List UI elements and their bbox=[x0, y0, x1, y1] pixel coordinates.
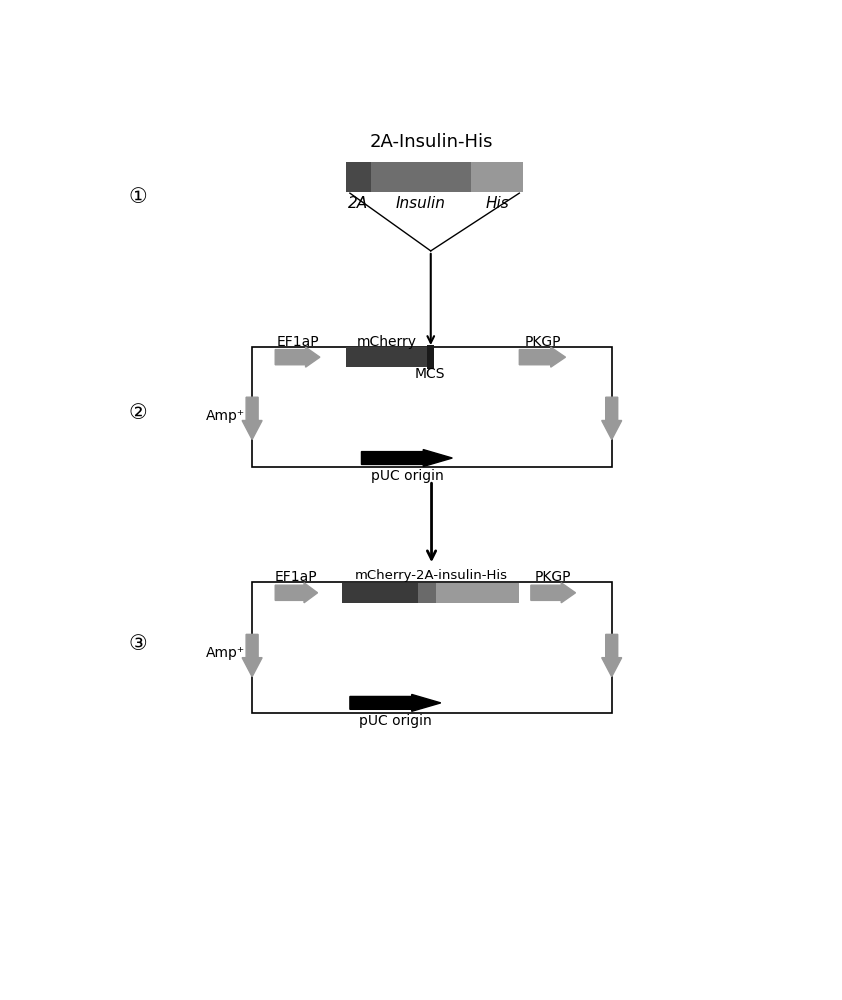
Text: PKGP: PKGP bbox=[525, 335, 561, 349]
Polygon shape bbox=[350, 694, 440, 711]
Text: mCherry: mCherry bbox=[356, 335, 417, 349]
Text: pUC origin: pUC origin bbox=[359, 714, 432, 728]
Bar bbox=[418, 583, 436, 603]
Bar bbox=[436, 583, 520, 603]
Polygon shape bbox=[361, 450, 452, 466]
Polygon shape bbox=[520, 347, 566, 367]
Bar bbox=[346, 347, 427, 367]
Bar bbox=[370, 162, 471, 192]
Text: ③: ③ bbox=[129, 634, 147, 654]
Polygon shape bbox=[275, 347, 320, 367]
Polygon shape bbox=[242, 634, 262, 677]
Bar bbox=[342, 583, 418, 603]
Polygon shape bbox=[602, 397, 621, 440]
Text: PKGP: PKGP bbox=[535, 570, 572, 584]
Text: pUC origin: pUC origin bbox=[370, 469, 443, 483]
Text: EF1aP: EF1aP bbox=[275, 570, 317, 584]
Text: 2A-Insulin-His: 2A-Insulin-His bbox=[370, 133, 493, 151]
Text: Insulin: Insulin bbox=[396, 196, 445, 211]
Bar bbox=[471, 162, 523, 192]
Polygon shape bbox=[602, 634, 621, 677]
Polygon shape bbox=[242, 397, 262, 440]
Text: Amp⁺: Amp⁺ bbox=[205, 646, 245, 660]
Text: MCS: MCS bbox=[415, 367, 445, 381]
Polygon shape bbox=[275, 583, 317, 603]
Bar bbox=[427, 345, 434, 369]
Polygon shape bbox=[530, 583, 576, 603]
Text: mCherry-2A-insulin-His: mCherry-2A-insulin-His bbox=[354, 569, 507, 582]
Text: EF1aP: EF1aP bbox=[276, 335, 319, 349]
Bar bbox=[252, 347, 611, 466]
Text: ②: ② bbox=[129, 403, 147, 423]
Text: 2A: 2A bbox=[349, 196, 369, 211]
Text: His: His bbox=[485, 196, 509, 211]
Bar bbox=[252, 582, 611, 713]
Text: Amp⁺: Amp⁺ bbox=[205, 409, 245, 423]
Bar bbox=[346, 162, 370, 192]
Text: ①: ① bbox=[129, 187, 147, 207]
